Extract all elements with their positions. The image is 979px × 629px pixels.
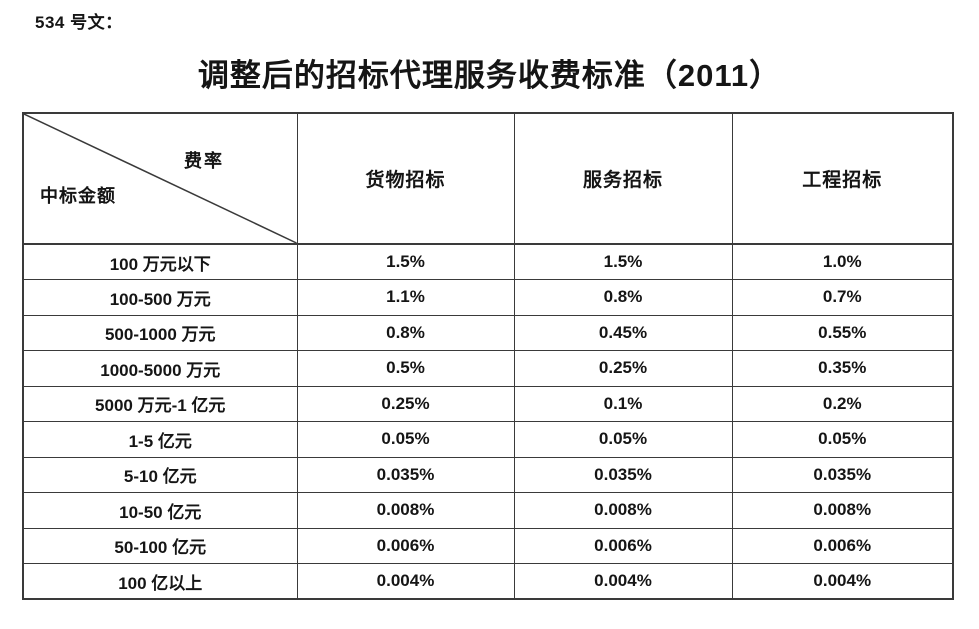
fee-value: 0.008% [513,492,733,529]
fee-value: 0.1% [513,385,733,422]
row-label: 1000-5000 万元 [22,350,298,387]
fee-value: 1.5% [513,243,733,280]
fee-value: 0.7% [731,279,954,316]
row-label: 100-500 万元 [22,279,298,316]
fee-value: 1.5% [296,243,515,280]
row-label: 50-100 亿元 [22,527,298,564]
table-row: 5000 万元-1 亿元 0.25% 0.1% 0.2% [22,385,954,422]
row-label: 5000 万元-1 亿元 [22,385,298,422]
row-label: 1-5 亿元 [22,421,298,458]
fee-value: 0.004% [731,563,954,600]
table-row: 1-5 亿元 0.05% 0.05% 0.05% [22,421,954,458]
table-row: 5-10 亿元 0.035% 0.035% 0.035% [22,456,954,493]
row-label: 100 亿以上 [22,563,298,600]
fee-value: 0.035% [296,456,515,493]
row-label: 100 万元以下 [22,243,298,280]
table-row: 100 万元以下 1.5% 1.5% 1.0% [22,243,954,280]
row-label: 10-50 亿元 [22,492,298,529]
fee-value: 0.8% [296,314,515,351]
column-header-engineering-bidding: 工程招标 [731,112,954,245]
table-row: 100-500 万元 1.1% 0.8% 0.7% [22,279,954,316]
fee-value: 0.5% [296,350,515,387]
fee-value: 0.05% [731,421,954,458]
fee-value: 0.008% [296,492,515,529]
fee-value: 0.008% [731,492,954,529]
fee-value: 0.25% [296,385,515,422]
table-row: 500-1000 万元 0.8% 0.45% 0.55% [22,314,954,351]
column-header-service-bidding: 服务招标 [513,112,733,245]
table-row: 50-100 亿元 0.006% 0.006% 0.006% [22,527,954,564]
page-title: 调整后的招标代理服务收费标准（2011） [197,58,782,93]
diagonal-divider-line [24,114,297,243]
fee-value: 0.004% [513,563,733,600]
fee-value: 0.25% [513,350,733,387]
corner-label-amount: 中标金额 [40,186,116,206]
fee-value: 1.1% [296,279,515,316]
header-row: 费率 中标金额 货物招标 服务招标 工程招标 [22,112,954,245]
column-header-goods-bidding: 货物招标 [296,112,515,245]
table-row: 100 亿以上 0.004% 0.004% 0.004% [22,563,954,600]
fee-value: 0.8% [513,279,733,316]
doc-number: 534 号文： [35,13,123,32]
table-row: 10-50 亿元 0.008% 0.008% 0.008% [22,492,954,529]
fee-value: 1.0% [731,243,954,280]
fee-value: 0.035% [513,456,733,493]
fee-value: 0.35% [731,350,954,387]
fee-value: 0.006% [296,527,515,564]
fee-value: 0.45% [513,314,733,351]
fee-value: 0.05% [513,421,733,458]
fee-value: 0.035% [731,456,954,493]
fee-value: 0.006% [513,527,733,564]
fee-value: 0.006% [731,527,954,564]
corner-label-rate: 费率 [184,151,224,171]
fee-value: 0.2% [731,385,954,422]
fee-value: 0.004% [296,563,515,600]
fee-value: 0.05% [296,421,515,458]
fee-value: 0.55% [731,314,954,351]
row-label: 5-10 亿元 [22,456,298,493]
corner-cell: 费率 中标金额 [22,112,298,245]
table-row: 1000-5000 万元 0.5% 0.25% 0.35% [22,350,954,387]
fee-rate-table: 费率 中标金额 货物招标 服务招标 工程招标 100 万元以下 1.5% 1.5… [22,112,954,600]
row-label: 500-1000 万元 [22,314,298,351]
